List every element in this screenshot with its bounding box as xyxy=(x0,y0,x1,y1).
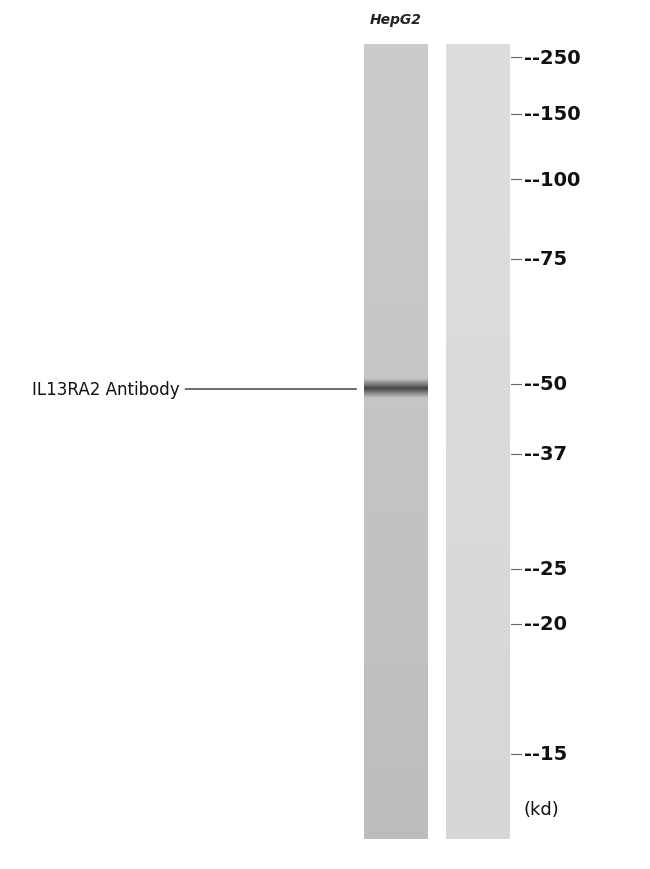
Text: --50: --50 xyxy=(524,375,567,394)
Text: --25: --25 xyxy=(524,560,567,579)
Text: --250: --250 xyxy=(524,49,580,68)
Text: (kd): (kd) xyxy=(524,800,560,818)
Text: --75: --75 xyxy=(524,250,567,269)
Text: --100: --100 xyxy=(524,170,580,189)
Text: --37: --37 xyxy=(524,445,567,464)
Text: HepG2: HepG2 xyxy=(370,13,422,27)
Text: --15: --15 xyxy=(524,745,567,764)
Text: --150: --150 xyxy=(524,105,580,124)
Text: IL13RA2 Antibody: IL13RA2 Antibody xyxy=(32,381,356,399)
Text: --20: --20 xyxy=(524,614,567,634)
